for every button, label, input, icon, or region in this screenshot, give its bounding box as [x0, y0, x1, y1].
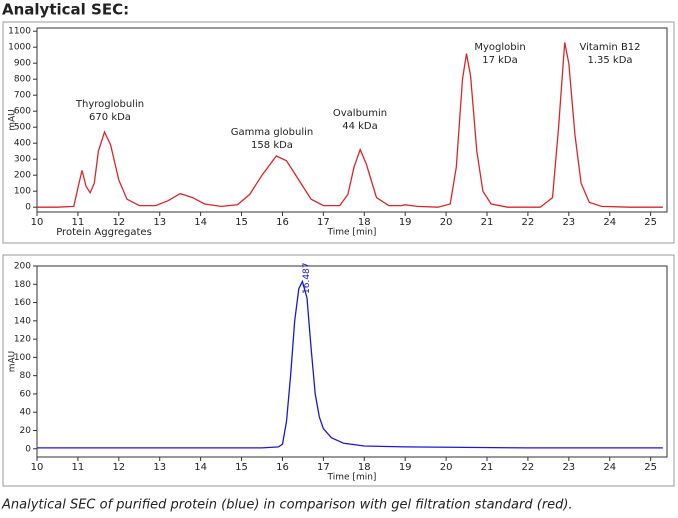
- x-tick-label: 15: [235, 462, 248, 473]
- y-tick-label: 140: [14, 316, 31, 326]
- y-tick-label: 800: [14, 75, 31, 85]
- y-axis-label: mAU: [8, 351, 18, 373]
- x-tick-label: 23: [562, 217, 575, 228]
- panel-frame: [2, 254, 675, 487]
- trace: [37, 42, 663, 208]
- x-axis-label: Time [min]: [327, 228, 377, 238]
- x-tick-label: 21: [481, 462, 494, 473]
- x-tick-label: 10: [31, 217, 44, 228]
- x-tick-label: 13: [153, 462, 166, 473]
- peak-label: 16.487: [302, 263, 312, 295]
- y-tick-label: 20: [20, 426, 32, 436]
- x-tick-label: 11: [72, 462, 85, 473]
- x-tick-label: 17: [317, 462, 330, 473]
- x-tick-label: 22: [522, 462, 535, 473]
- x-tick-label: 12: [112, 462, 125, 473]
- y-tick-label: 100: [14, 187, 31, 197]
- y-tick-label: 700: [14, 91, 31, 101]
- y-tick-label: 120: [14, 335, 31, 345]
- trace: [37, 279, 663, 449]
- y-tick-label: 600: [14, 107, 31, 117]
- x-tick-label: 18: [358, 217, 371, 228]
- y-tick-label: 300: [14, 155, 31, 165]
- peak-annotation: Vitamin B12: [579, 42, 640, 53]
- x-tick-label: 13: [153, 217, 166, 228]
- y-axis-label: mAU: [8, 109, 18, 131]
- x-axis-label: Time [min]: [327, 473, 377, 483]
- y-tick-label: 100: [14, 353, 31, 363]
- y-tick-label: 500: [14, 123, 31, 133]
- peak-annotation: 158 kDa: [251, 140, 293, 151]
- y-tick-label: 200: [14, 171, 31, 181]
- peak-annotation: Myoglobin: [474, 42, 525, 53]
- x-tick-label: 17: [317, 217, 330, 228]
- y-tick-label: 80: [20, 371, 32, 381]
- y-tick-label: 0: [25, 444, 31, 454]
- y-tick-label: 40: [20, 408, 32, 418]
- y-tick-label: 900: [14, 59, 31, 69]
- peak-annotation: 1.35 kDa: [587, 55, 632, 66]
- x-tick-label: 19: [399, 462, 412, 473]
- y-tick-label: 200: [14, 262, 31, 272]
- x-tick-label: 24: [603, 462, 616, 473]
- peak-annotation: Protein Aggregates: [56, 227, 152, 238]
- x-tick-label: 16: [276, 462, 289, 473]
- x-tick-label: 24: [603, 217, 616, 228]
- plot-area: [36, 265, 668, 458]
- page-title: Analytical SEC:: [2, 1, 129, 19]
- y-tick-label: 60: [20, 389, 32, 399]
- x-tick-label: 14: [194, 462, 207, 473]
- plot-area: [36, 27, 668, 213]
- caption: Analytical SEC of purified protein (blue…: [1, 498, 573, 513]
- x-tick-label: 22: [522, 217, 535, 228]
- peak-annotation: 670 kDa: [89, 112, 131, 123]
- x-tick-label: 11: [72, 217, 85, 228]
- x-tick-label: 14: [194, 217, 207, 228]
- x-tick-label: 19: [399, 217, 412, 228]
- x-tick-label: 12: [112, 217, 125, 228]
- x-tick-label: 21: [481, 217, 494, 228]
- peak-annotation: Gamma globulin: [231, 127, 314, 138]
- peak-annotation: 17 kDa: [482, 55, 518, 66]
- x-tick-label: 25: [644, 217, 657, 228]
- panel-frame: [2, 21, 675, 244]
- peak-annotation: Thyroglobulin: [75, 99, 144, 110]
- x-tick-label: 23: [562, 462, 575, 473]
- y-tick-label: 400: [14, 139, 31, 149]
- x-tick-label: 16: [276, 217, 289, 228]
- x-tick-label: 25: [644, 462, 657, 473]
- x-tick-label: 15: [235, 217, 248, 228]
- x-tick-label: 10: [31, 462, 44, 473]
- x-tick-label: 20: [440, 217, 453, 228]
- peak-annotation: Ovalbumin: [333, 108, 387, 119]
- peak-annotation: 44 kDa: [342, 121, 378, 132]
- y-tick-label: 0: [25, 203, 31, 213]
- y-tick-label: 160: [14, 298, 31, 308]
- y-tick-label: 1000: [8, 43, 31, 53]
- y-tick-label: 180: [14, 280, 31, 290]
- x-tick-label: 20: [440, 462, 453, 473]
- x-tick-label: 18: [358, 462, 371, 473]
- y-tick-label: 1100: [8, 27, 31, 37]
